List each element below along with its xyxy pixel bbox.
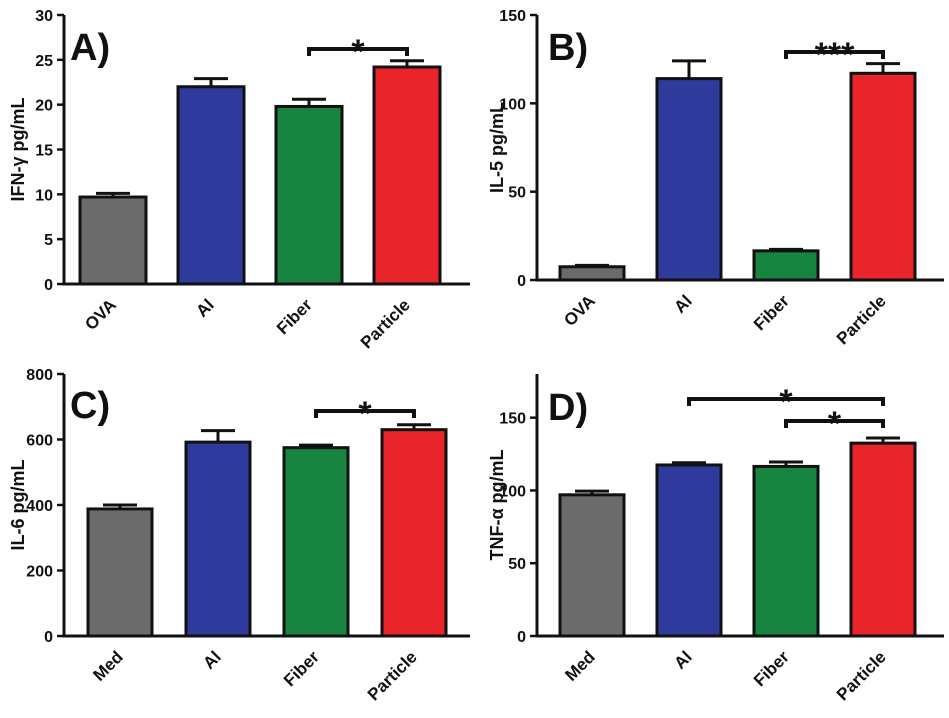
bar-fiber — [752, 464, 820, 638]
y-tick-label: 0 — [517, 273, 526, 290]
bar-al — [176, 85, 246, 286]
category-label: Particle — [833, 291, 890, 348]
significance-bracket — [784, 50, 885, 59]
category-label: OVA — [81, 295, 120, 334]
y-tick-label: 50 — [508, 185, 526, 202]
significance-bracket — [307, 47, 409, 56]
category-label: Al — [670, 647, 695, 672]
y-tick-label: 30 — [35, 8, 53, 25]
y-tick-label: 800 — [26, 367, 53, 384]
category-label: Al — [192, 295, 217, 320]
category-label: Fiber — [280, 647, 323, 690]
y-tick-label: 25 — [35, 53, 53, 70]
y-tick-label: 0 — [44, 277, 53, 294]
y-tick-label: 0 — [44, 629, 53, 646]
y-tick-label: 0 — [517, 629, 526, 646]
y-axis-title: IL-6 pg/mL — [8, 460, 28, 551]
category-label: Al — [670, 291, 695, 316]
category-label: Fiber — [750, 291, 793, 334]
y-tick-label: 5 — [44, 232, 53, 249]
category-label: Med — [561, 647, 598, 684]
category-label: Al — [199, 647, 224, 672]
y-axis-title: TNF-α pg/mL — [487, 449, 507, 560]
y-axis-title: IFN-γ pg/mL — [8, 98, 28, 202]
bar-fiber — [274, 104, 344, 286]
y-tick-label: 100 — [499, 96, 526, 113]
category-label: Fiber — [750, 647, 793, 690]
y-tick-label: 15 — [35, 143, 53, 160]
significance-label: * — [358, 395, 372, 433]
chart-panel-2: OVA Al Fiber Particle 0 50 100 150 IL-5 pg/mL B) *… — [487, 8, 944, 348]
significance-bracket — [784, 419, 885, 428]
bar-particle — [849, 441, 917, 638]
significance-label: * — [779, 383, 793, 421]
y-tick-label: 150 — [499, 411, 526, 428]
y-tick-label: 50 — [508, 556, 526, 573]
y-tick-label: 400 — [26, 498, 53, 515]
bar-ova — [558, 265, 626, 282]
chart-panel-3: Med Al Fiber Particle 0 200 400 600 800 IL-6 pg/m… — [8, 367, 470, 704]
y-tick-label: 100 — [499, 483, 526, 500]
y-tick-label: 150 — [499, 8, 526, 25]
y-tick-label: 600 — [26, 433, 53, 450]
bar-fiber — [752, 249, 820, 282]
panel-letter: B) — [548, 27, 588, 69]
bar-med — [558, 493, 626, 638]
panel-letter: C) — [70, 385, 110, 427]
category-label: OVA — [560, 291, 599, 330]
significance-label: *** — [815, 36, 855, 74]
panel-letter: D) — [548, 387, 588, 429]
bar-particle — [380, 428, 448, 638]
bar-al — [655, 463, 723, 638]
bar-fiber — [282, 446, 350, 638]
bar-al — [655, 77, 723, 282]
y-tick-label: 200 — [26, 564, 53, 581]
bar-particle — [849, 71, 917, 282]
y-axis-title: IL-5 pg/mL — [487, 102, 507, 193]
category-label: Particle — [833, 647, 890, 704]
bar-ova — [78, 195, 148, 286]
panel-letter: A) — [70, 27, 110, 69]
category-label: Fiber — [273, 295, 316, 338]
bar-al — [184, 440, 252, 638]
category-label: Med — [89, 647, 126, 684]
category-label: Particle — [357, 295, 414, 352]
chart-panel-4: Med Al Fiber Particle 0 50 100 150 TNF-α pg/mL D)… — [487, 374, 944, 704]
significance-label: * — [351, 33, 365, 71]
chart-panel-1: OVA Al Fiber Particle 0 5 10 15 20 25 30 IFN-γ pg/m… — [8, 8, 470, 352]
y-tick-label: 20 — [35, 98, 53, 115]
significance-bracket — [687, 397, 885, 406]
bar-particle — [372, 65, 442, 286]
significance-label: * — [828, 405, 842, 443]
bar-med — [86, 507, 154, 638]
significance-bracket — [314, 409, 416, 418]
category-label: Particle — [364, 647, 421, 704]
y-tick-label: 10 — [35, 187, 53, 204]
